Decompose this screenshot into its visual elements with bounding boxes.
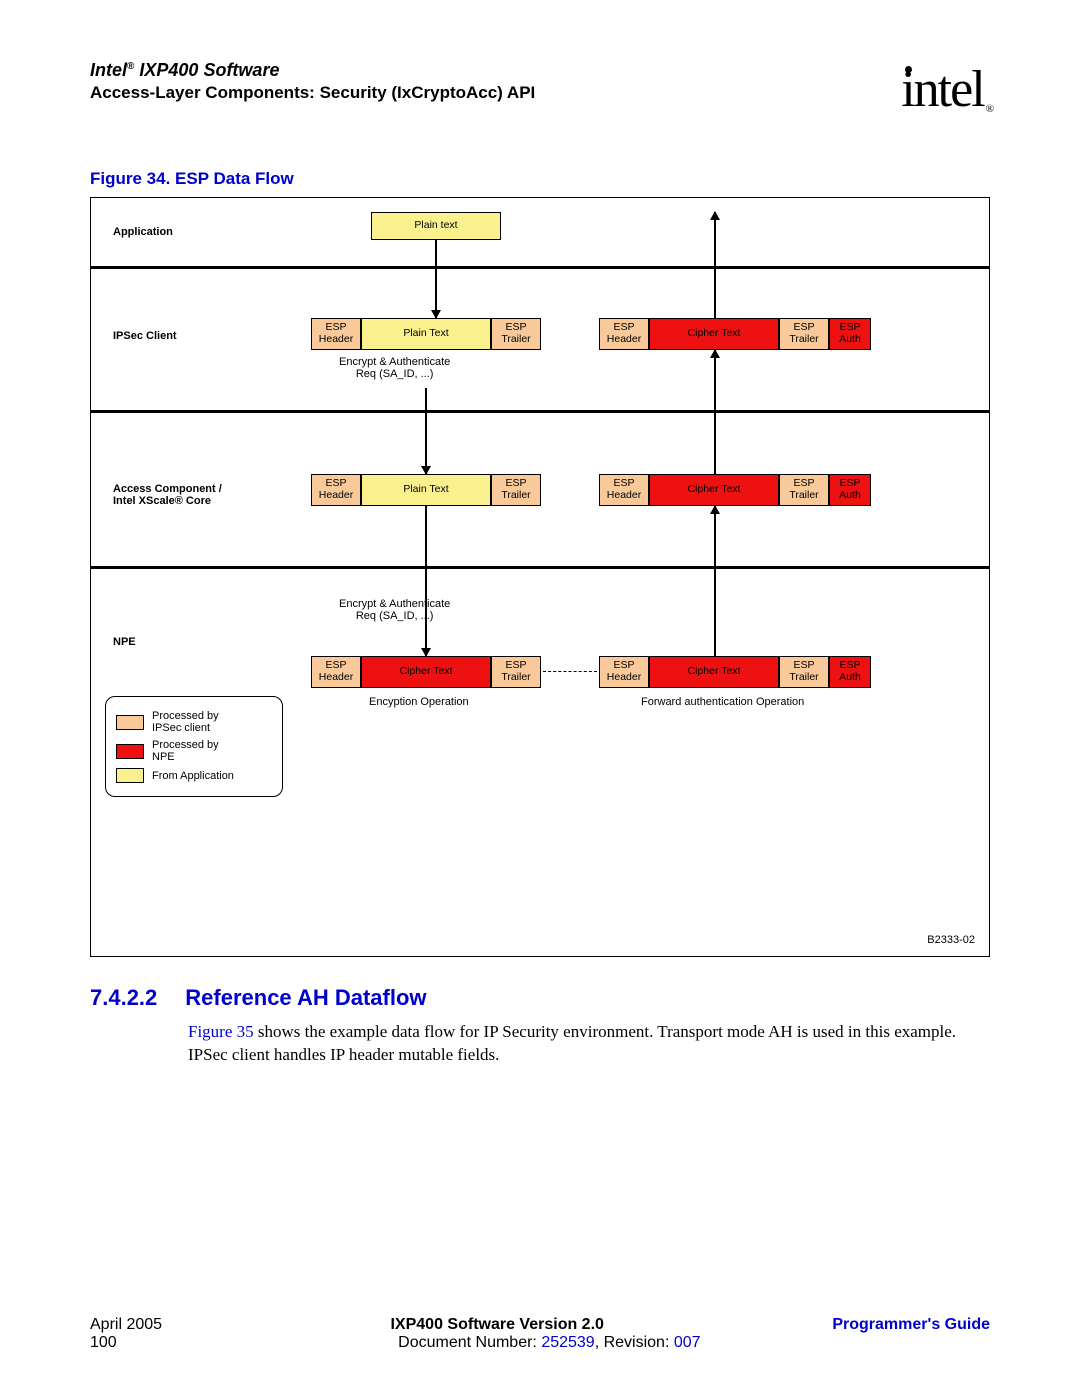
intel-logo: intel® — [901, 60, 990, 119]
header-title-rest: IXP400 Software — [134, 60, 279, 80]
legend-ipsec: Processed by IPSec client — [152, 710, 219, 734]
footer-doc-label: Document Number: — [398, 1334, 541, 1351]
node-plaintext: Plain text — [371, 212, 501, 240]
annot-fwd-auth-op: Forward authentication Operation — [641, 696, 804, 708]
page-header: Intel® IXP400 Software Access-Layer Comp… — [90, 60, 990, 119]
header-text: Intel® IXP400 Software Access-Layer Comp… — [90, 60, 535, 103]
footer-doc-num: 252539 — [541, 1334, 594, 1351]
separator — [91, 266, 989, 269]
layer-access: Access Component / Intel XScale® Core — [113, 483, 222, 507]
node-esp-trailer: ESP Trailer — [779, 474, 829, 506]
node-plain-text: Plain Text — [361, 318, 491, 350]
node-cipher-text: Cipher Text — [361, 656, 491, 688]
figure-id: B2333-02 — [927, 934, 975, 946]
swatch-yellow — [116, 768, 144, 783]
node-esp-auth: ESP Auth — [829, 318, 871, 350]
node-cipher-text: Cipher Text — [649, 656, 779, 688]
section-title: Reference AH Dataflow — [185, 985, 426, 1011]
arrow-up-icon — [714, 506, 716, 656]
section-number: 7.4.2.2 — [90, 985, 157, 1011]
annot-enc-auth-req: Encrypt & Authenticate Req (SA_ID, ...) — [339, 356, 450, 380]
node-esp-header: ESP Header — [599, 656, 649, 688]
header-title: Intel® IXP400 Software — [90, 60, 535, 81]
node-esp-trailer: ESP Trailer — [491, 318, 541, 350]
swatch-peach — [116, 715, 144, 730]
arrow-down-icon — [435, 240, 437, 318]
legend-row: From Application — [116, 768, 272, 783]
figure-caption: Figure 34. ESP Data Flow — [90, 169, 990, 189]
footer-right: Programmer's Guide — [832, 1316, 990, 1334]
node-esp-trailer: ESP Trailer — [491, 474, 541, 506]
layer-application: Application — [113, 226, 173, 238]
logo-reg: ® — [986, 103, 992, 115]
node-esp-trailer: ESP Trailer — [779, 656, 829, 688]
node-esp-header: ESP Header — [311, 474, 361, 506]
legend-app: From Application — [152, 770, 234, 782]
arrow-down-icon — [425, 506, 427, 656]
node-plain-text: Plain Text — [361, 474, 491, 506]
section-heading: 7.4.2.2 Reference AH Dataflow — [90, 985, 990, 1011]
esp-dataflow-diagram: Application IPSec Client Access Componen… — [90, 197, 990, 957]
node-esp-header: ESP Header — [599, 474, 649, 506]
footer-page: 100 — [90, 1334, 117, 1352]
layer-ipsec: IPSec Client — [113, 330, 177, 342]
footer-center: IXP400 Software Version 2.0 — [390, 1316, 603, 1334]
node-esp-trailer: ESP Trailer — [491, 656, 541, 688]
footer-date: April 2005 — [90, 1316, 162, 1334]
legend-row: Processed by NPE — [116, 739, 272, 763]
section-body: Figure 35 shows the example data flow fo… — [188, 1021, 990, 1067]
layer-npe: NPE — [113, 636, 136, 648]
footer-rev-num: 007 — [674, 1334, 701, 1351]
section-body-text: shows the example data flow for IP Secur… — [188, 1022, 956, 1064]
node-esp-header: ESP Header — [599, 318, 649, 350]
annot-enc-op: Encyption Operation — [369, 696, 469, 708]
legend-row: Processed by IPSec client — [116, 710, 272, 734]
dashed-connector — [543, 671, 597, 672]
separator — [91, 410, 989, 413]
arrow-down-icon — [425, 388, 427, 474]
node-esp-auth: ESP Auth — [829, 656, 871, 688]
node-esp-header: ESP Header — [311, 656, 361, 688]
arrow-up-icon — [714, 350, 716, 474]
header-title-prefix: Intel — [90, 60, 127, 80]
footer-doc: Document Number: 252539, Revision: 007 — [398, 1334, 700, 1352]
node-cipher-text: Cipher Text — [649, 318, 779, 350]
footer-rev-label: , Revision: — [595, 1334, 674, 1351]
node-esp-trailer: ESP Trailer — [779, 318, 829, 350]
annot-enc-auth-req: Encrypt & Authenticate Req (SA_ID, ...) — [339, 598, 450, 622]
node-esp-auth: ESP Auth — [829, 474, 871, 506]
separator — [91, 566, 989, 569]
figure-link[interactable]: Figure 35 — [188, 1022, 254, 1041]
node-esp-header: ESP Header — [311, 318, 361, 350]
header-subtitle: Access-Layer Components: Security (IxCry… — [90, 83, 535, 103]
page-footer: April 2005 IXP400 Software Version 2.0 P… — [90, 1316, 990, 1352]
arrow-up-icon — [714, 212, 716, 318]
legend-npe: Processed by NPE — [152, 739, 219, 763]
legend: Processed by IPSec client Processed by N… — [105, 696, 283, 797]
node-cipher-text: Cipher Text — [649, 474, 779, 506]
logo-text: intel — [901, 61, 983, 118]
swatch-red — [116, 744, 144, 759]
